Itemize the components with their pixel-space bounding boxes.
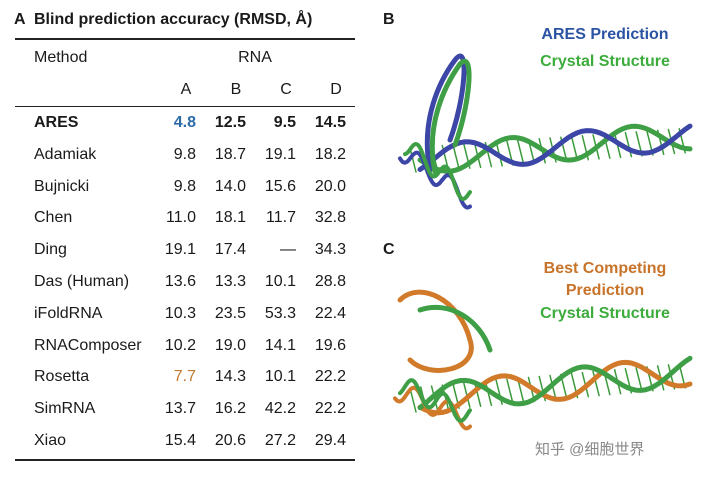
backbone xyxy=(592,370,600,397)
cell: 18.2 xyxy=(314,145,346,163)
cell: 19.0 xyxy=(214,336,246,354)
cell: 14.0 xyxy=(214,177,246,195)
method-name: Rosetta xyxy=(34,368,90,386)
column-header: D xyxy=(330,81,342,98)
cell: 27.2 xyxy=(264,432,296,449)
column-header: Method xyxy=(34,49,88,66)
cell: 18.1 xyxy=(214,209,246,227)
column-header: B xyxy=(230,81,242,98)
cell: 4.8 xyxy=(173,114,196,131)
backbone xyxy=(417,355,693,411)
backbone xyxy=(635,367,643,393)
method-name: Adamiak xyxy=(34,145,97,163)
cell: 16.2 xyxy=(214,400,246,418)
cell: 11.0 xyxy=(166,209,196,227)
backbone xyxy=(429,58,472,175)
backbone xyxy=(417,123,693,172)
method-name: Das (Human) xyxy=(34,273,130,290)
cell: 15.4 xyxy=(164,432,196,449)
backbone xyxy=(424,53,467,173)
method-name: Xiao xyxy=(34,432,67,449)
backbone xyxy=(397,289,474,373)
method-name: RNAComposer xyxy=(34,336,142,354)
cell: 34.3 xyxy=(314,241,346,259)
cell: 10.3 xyxy=(164,304,196,322)
legend-entry: ARES Prediction xyxy=(541,26,669,43)
cell: 20.6 xyxy=(214,432,246,449)
backbone xyxy=(473,381,482,407)
cell: 23.5 xyxy=(214,304,246,322)
cell: 22.2 xyxy=(314,368,346,386)
panel-label: C xyxy=(383,241,395,258)
cell: 13.3 xyxy=(214,273,246,290)
cell: 42.2 xyxy=(264,400,296,418)
legend-entry: Best Competing xyxy=(543,260,667,277)
backbone xyxy=(403,141,472,201)
panel-label: A xyxy=(14,11,26,28)
backbone xyxy=(417,123,693,174)
watermark: 知乎 @细胞世界 xyxy=(535,441,645,458)
backbone xyxy=(506,378,514,405)
cell: 15.6 xyxy=(264,177,296,195)
backbone xyxy=(624,131,633,158)
cell: 14.5 xyxy=(314,114,346,131)
rule xyxy=(15,38,355,40)
cell: 22.4 xyxy=(314,304,346,322)
cell: 13.6 xyxy=(164,273,196,290)
legend-entry: Prediction xyxy=(565,282,645,299)
cell: 10.1 xyxy=(264,273,296,290)
backbone xyxy=(417,359,693,416)
cell: 53.3 xyxy=(264,304,296,322)
rule xyxy=(15,106,355,107)
cell: 14.1 xyxy=(264,336,296,354)
column-header: A xyxy=(180,81,192,98)
rule xyxy=(15,459,355,461)
column-header: C xyxy=(280,81,292,98)
cell: 9.8 xyxy=(173,145,196,163)
cell: 9.8 xyxy=(173,177,196,195)
backbone xyxy=(409,147,417,173)
table-title: Blind prediction accuracy (RMSD, Å) xyxy=(34,11,313,28)
column-group-header: RNA xyxy=(238,49,272,66)
cell: 29.4 xyxy=(314,432,346,449)
cell: 7.7 xyxy=(173,368,196,386)
cell: 11.7 xyxy=(266,209,296,227)
method-name: iFoldRNA xyxy=(34,304,103,322)
backbone xyxy=(516,139,525,166)
method-name: Bujnicki xyxy=(34,177,90,195)
cell: 19.1 xyxy=(164,241,196,259)
cell: 10.1 xyxy=(264,368,296,386)
panel-label: B xyxy=(383,11,395,28)
legend-entry: Crystal Structure xyxy=(540,53,670,70)
cell: 28.8 xyxy=(314,273,346,290)
cell: — xyxy=(280,241,296,259)
cell: 32.8 xyxy=(314,209,346,227)
method-name: ARES xyxy=(34,114,79,131)
method-name: Ding xyxy=(34,241,67,259)
method-name: Chen xyxy=(34,209,73,227)
cell: 14.3 xyxy=(214,368,246,386)
backbone xyxy=(398,378,472,423)
cell: 18.7 xyxy=(214,145,246,163)
backbone xyxy=(452,144,460,170)
cell: 19.1 xyxy=(264,145,296,163)
cell: 13.7 xyxy=(164,400,196,418)
method-name: SimRNA xyxy=(34,400,96,418)
backbone xyxy=(417,304,493,353)
cell: 22.2 xyxy=(314,400,346,418)
cell: 12.5 xyxy=(214,114,246,131)
cell: 19.6 xyxy=(314,336,346,354)
cell: 10.2 xyxy=(164,336,196,354)
cell: 17.4 xyxy=(214,241,246,259)
legend-entry: Crystal Structure xyxy=(540,305,670,322)
cell: 9.5 xyxy=(273,114,296,131)
backbone xyxy=(409,387,417,413)
cell: 20.0 xyxy=(314,177,346,195)
